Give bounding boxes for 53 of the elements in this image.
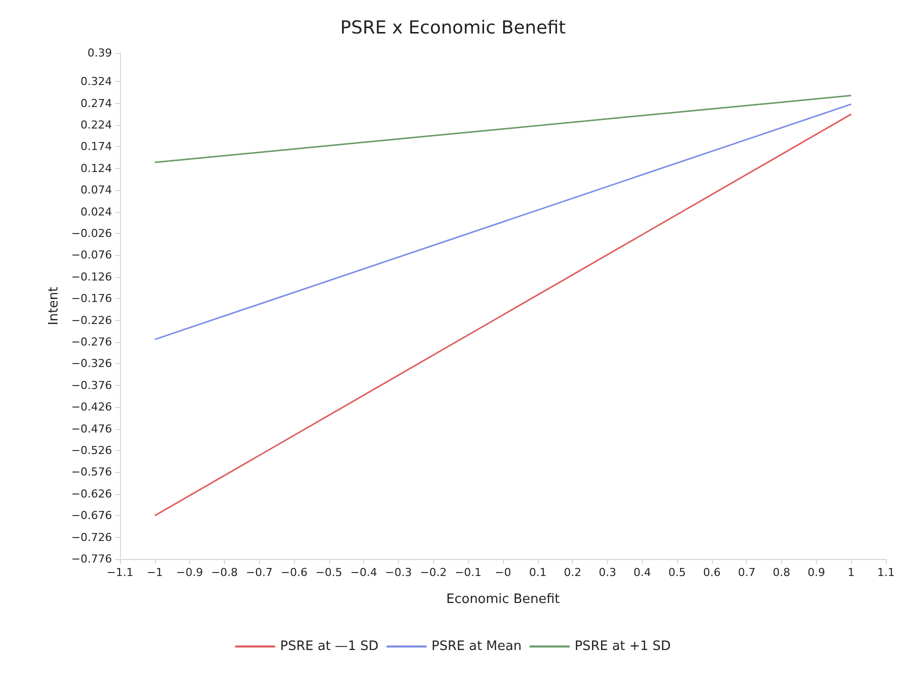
x-tick-label: 0.6 xyxy=(703,566,721,579)
x-tick-label: 0.3 xyxy=(598,566,616,579)
x-tick-label: 0.1 xyxy=(529,566,547,579)
x-tick-label: 0.2 xyxy=(564,566,582,579)
x-tick-label: −1 xyxy=(146,566,163,579)
x-tick-label: 0.7 xyxy=(738,566,756,579)
y-tick-label: −0.276 xyxy=(71,336,112,349)
y-tick-label: 0.324 xyxy=(80,75,112,88)
y-tick-label: 0.174 xyxy=(80,140,112,154)
x-tick-label: −0.5 xyxy=(316,566,342,579)
y-tick-label: 0.274 xyxy=(80,96,112,110)
legend-label: PSRE at Mean xyxy=(432,639,522,654)
x-tick-label: −0.3 xyxy=(385,566,412,579)
x-tick-label: −0.6 xyxy=(280,566,308,579)
x-tick-label: 1.1 xyxy=(877,566,895,579)
y-tick-label: −0.226 xyxy=(71,314,112,327)
y-tick-label: −0.426 xyxy=(71,400,112,414)
y-tick-label: −0.726 xyxy=(71,530,112,544)
x-tick-label: −0.2 xyxy=(420,566,447,579)
y-tick-label: −0.376 xyxy=(71,378,112,392)
x-tick-label: 0.4 xyxy=(634,566,652,579)
x-tick-label: 1 xyxy=(848,566,855,579)
x-tick-label: −0.7 xyxy=(246,566,273,579)
legend-label: PSRE at —1 SD xyxy=(280,639,379,654)
x-tick-label: −0.4 xyxy=(350,566,378,579)
x-tick-label: −1.1 xyxy=(106,566,134,579)
y-axis-title: Intent xyxy=(46,286,62,326)
y-tick-label: 0.124 xyxy=(80,162,112,175)
x-tick-label: 0.5 xyxy=(668,566,686,579)
x-tick-label: −0.1 xyxy=(454,566,482,579)
x-tick-label: −0.8 xyxy=(211,566,238,579)
y-tick-label: 0.39 xyxy=(88,46,112,60)
y-tick-label: 0.074 xyxy=(80,184,112,197)
x-tick-label: −0 xyxy=(494,566,512,579)
y-tick-label: −0.626 xyxy=(71,487,112,500)
y-tick-label: −0.526 xyxy=(71,444,112,458)
x-tick-label: 0.8 xyxy=(772,566,790,579)
y-tick-label: 0.024 xyxy=(80,205,112,218)
y-tick-label: −0.076 xyxy=(71,248,112,262)
x-tick-label: −0.9 xyxy=(176,566,203,579)
x-axis-title: Economic Benefit xyxy=(446,592,560,607)
y-tick-label: −0.326 xyxy=(71,357,112,370)
y-tick-label: −0.676 xyxy=(71,509,112,522)
y-tick-label: −0.126 xyxy=(71,270,112,284)
y-tick-label: 0.224 xyxy=(80,118,112,132)
y-tick-label: −0.176 xyxy=(71,292,112,306)
chart-title: PSRE x Economic Benefit xyxy=(340,18,566,38)
y-tick-label: −0.026 xyxy=(71,227,112,240)
x-tick-label: 0.9 xyxy=(808,566,826,579)
y-tick-label: −0.576 xyxy=(71,466,112,479)
y-tick-label: −0.476 xyxy=(71,422,112,436)
y-tick-label: −0.776 xyxy=(71,552,112,566)
legend-label: PSRE at +1 SD xyxy=(574,639,671,654)
